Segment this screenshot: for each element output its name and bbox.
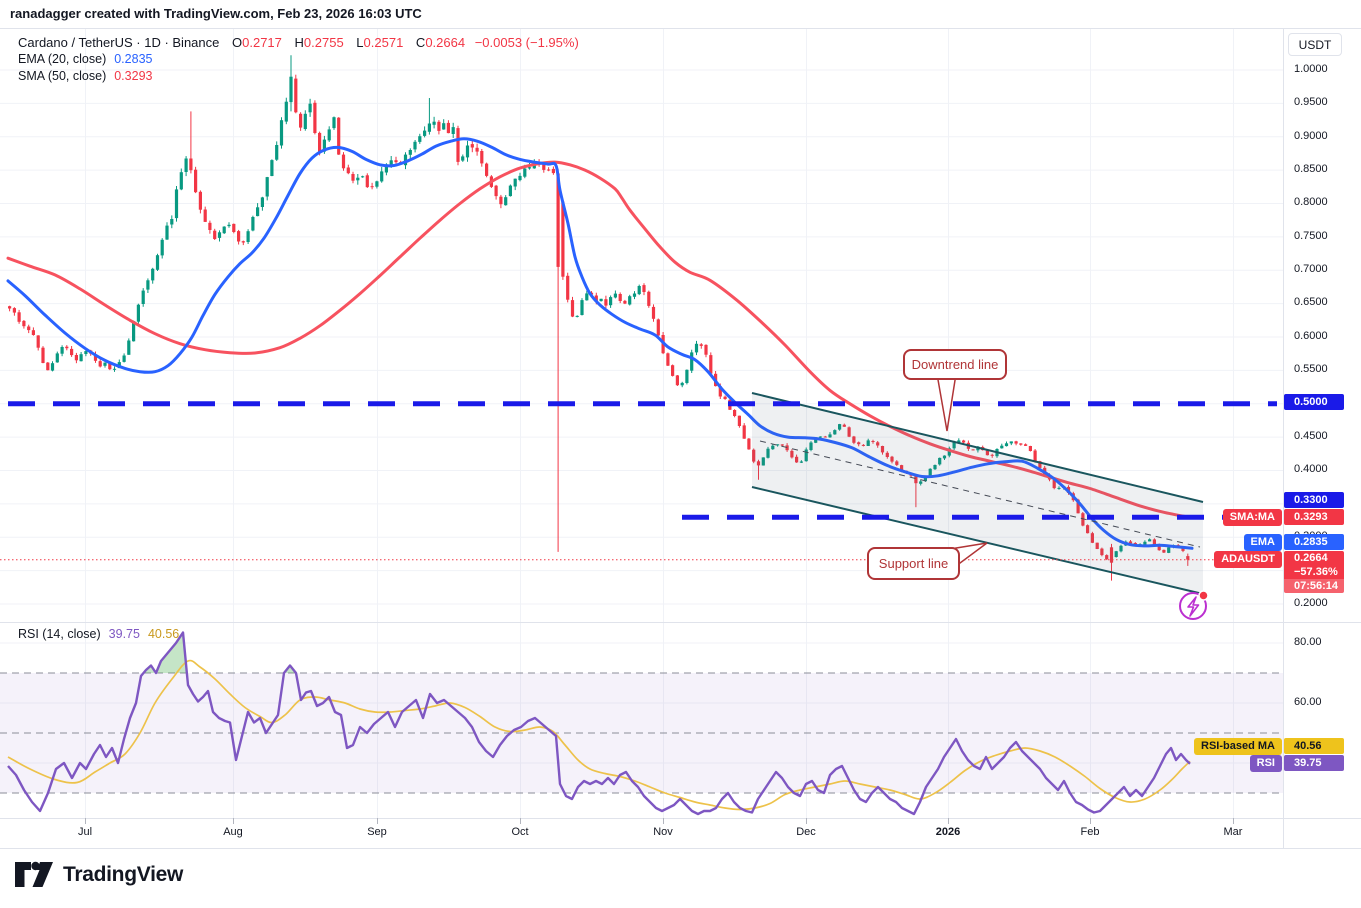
time-label: Dec	[796, 826, 816, 838]
price-tick: 0.6500	[1294, 296, 1328, 308]
ohlc-close-value: 0.2664	[425, 35, 466, 50]
rsi-price-badge: 39.75	[1284, 755, 1344, 771]
rsi-pane	[7, 631, 1191, 816]
ema-price-badge: 0.2835	[1284, 534, 1344, 550]
ohlc-close-label: C	[415, 35, 426, 50]
price-tick: 60.00	[1294, 696, 1322, 708]
downtrend-line	[751, 392, 1204, 503]
header-credit: ranadagger created with TradingView.com,…	[10, 6, 422, 21]
price-tick: 0.9000	[1294, 130, 1328, 142]
ohlc-low-label: L	[356, 35, 364, 50]
price-tick: 0.8500	[1294, 163, 1328, 175]
rsi-ma-price-badge: 40.56	[1284, 738, 1344, 754]
change-value: −0.0053 (−1.95%)	[474, 35, 579, 50]
support-line	[751, 486, 1204, 595]
rsi-legend-name: RSI (14, close)	[18, 627, 101, 641]
ohlc-low-value: 0.2571	[363, 35, 404, 50]
reactions-button[interactable]	[1179, 590, 1209, 620]
ema-line	[6, 137, 1194, 550]
tradingview-logo-glyph	[15, 861, 53, 887]
sma-legend-name: SMA (50, close)	[18, 69, 107, 83]
last-price-badge: 0.2664 −57.36% 07:56:14	[1284, 551, 1344, 593]
price-tick: 0.4500	[1294, 430, 1328, 442]
candles	[8, 55, 1190, 581]
rsi-ma-legend-value: 40.56	[147, 627, 180, 641]
price-tick: 0.4000	[1294, 463, 1328, 475]
time-label: Mar	[1223, 826, 1243, 838]
tradingview-logo-text: TradingView	[63, 862, 184, 886]
tradingview-logo: TradingView	[14, 861, 183, 888]
price-tick: 0.7500	[1294, 230, 1328, 242]
ohlc-open-label: O	[232, 35, 243, 50]
time-label: Feb	[1080, 826, 1100, 838]
ema-legend-value: 0.2835	[114, 52, 153, 66]
price-tick: 1.0000	[1294, 63, 1328, 75]
rsi-overbought-fill	[158, 634, 186, 673]
price-tick: 80.00	[1294, 636, 1322, 648]
position-change-value: −57.36%	[1294, 566, 1338, 578]
rsi-series-label: RSI	[1249, 755, 1282, 772]
symbol-title[interactable]: Cardano / TetherUS · 1D · Binance	[18, 35, 220, 50]
currency-button[interactable]: USDT	[1288, 33, 1342, 56]
price-tick: 0.9500	[1294, 96, 1328, 108]
downtrend-callout[interactable]: Downtrend line	[903, 349, 1007, 380]
ohlc-high-value: 0.2755	[303, 35, 344, 50]
time-label: Jul	[77, 826, 93, 838]
sma-legend-value: 0.3293	[114, 69, 153, 83]
support-callout[interactable]: Support line	[867, 547, 960, 580]
sma-price-badge: 0.3293	[1284, 509, 1344, 525]
price-tick: 0.6000	[1294, 330, 1328, 342]
time-label: Sep	[367, 826, 387, 838]
rsi-legend-value: 39.75	[108, 627, 140, 641]
sma-line	[6, 160, 1194, 520]
price-tick: 0.5500	[1294, 363, 1328, 375]
legend-sma-row[interactable]: SMA (50, close) 0.3293	[18, 68, 579, 85]
bar-countdown: 07:56:14	[1284, 579, 1344, 593]
symbol-legend-row[interactable]: Cardano / TetherUS · 1D · Binance O0.271…	[18, 34, 579, 51]
price-tick: 0.8000	[1294, 196, 1328, 208]
legend-ema-row[interactable]: EMA (20, close) 0.2835	[18, 51, 579, 68]
main-pane	[6, 55, 1204, 595]
time-axis[interactable]: Jul Aug Sep Oct Nov Dec 2026 Feb Mar	[0, 818, 1283, 848]
rsi-ma-series-label: RSI-based MA	[1194, 738, 1282, 755]
time-label: Nov	[653, 826, 673, 838]
rsi-line	[7, 631, 1191, 816]
level-badge-0.33: 0.3300	[1284, 492, 1344, 508]
time-label: Aug	[223, 826, 243, 838]
rsi-legend-row[interactable]: RSI (14, close) 39.75 40.56	[18, 627, 179, 641]
time-label: 2026	[935, 826, 961, 838]
ohlc-open-value: 0.2717	[242, 35, 282, 50]
sma-series-label: SMA:MA	[1222, 509, 1282, 526]
channel-midline	[759, 440, 1201, 548]
symbol-legend: Cardano / TetherUS · 1D · Binance O0.271…	[18, 34, 579, 85]
ohlc-high-label: H	[294, 35, 304, 50]
ema-series-label: EMA	[1243, 534, 1282, 551]
price-tick: 0.7000	[1294, 263, 1328, 275]
ema-legend-name: EMA (20, close)	[18, 52, 107, 66]
last-price-value: 0.2664	[1294, 552, 1328, 564]
time-label: Oct	[511, 826, 529, 838]
price-tick: 0.2000	[1294, 597, 1328, 609]
level-badge-0.5: 0.5000	[1284, 394, 1344, 410]
symbol-price-label: ADAUSDT	[1214, 551, 1282, 568]
rsi-overbought-fill	[286, 665, 294, 673]
price-axis[interactable]: USDT 1.0000 0.9500 0.9000 0.8500 0.8000 0.750…	[1283, 0, 1361, 908]
